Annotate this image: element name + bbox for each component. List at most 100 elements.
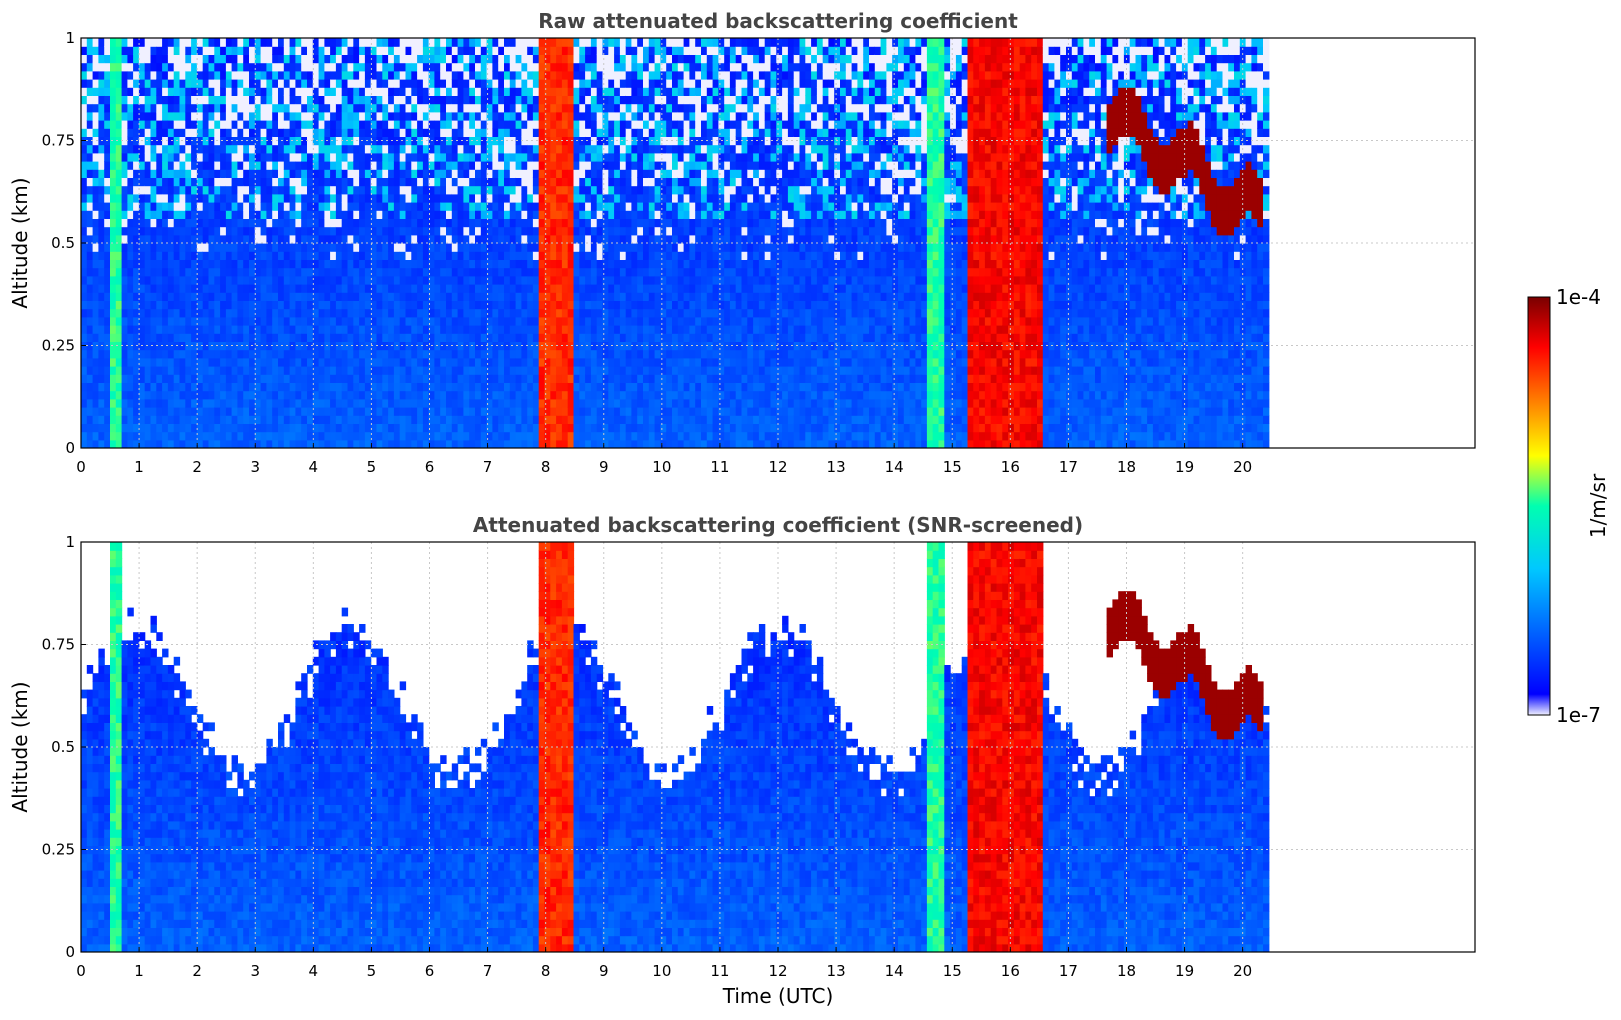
heatmap-cell	[127, 415, 134, 424]
heatmap-cell	[266, 300, 273, 310]
heatmap-cell	[463, 316, 470, 326]
heatmap-cell	[364, 218, 372, 228]
heatmap-cell	[167, 325, 175, 334]
heatmap-cell	[521, 325, 528, 334]
heatmap-cell	[347, 128, 354, 137]
heatmap-cell	[411, 46, 418, 55]
heatmap-cell	[399, 259, 407, 269]
heatmap-cell	[364, 341, 372, 351]
heatmap-cell	[498, 202, 505, 211]
heatmap-cell	[214, 38, 221, 47]
heatmap-cell	[382, 103, 389, 113]
heatmap-cell	[631, 251, 638, 260]
heatmap-cell	[243, 193, 250, 203]
heatmap-cell	[359, 46, 366, 55]
heatmap-cell	[220, 218, 227, 228]
heatmap-cell	[301, 70, 308, 80]
heatmap-cell	[376, 144, 383, 154]
heatmap-cell	[237, 407, 244, 416]
heatmap-cell	[376, 357, 383, 367]
heatmap-cell	[486, 103, 493, 113]
heatmap-cell	[301, 38, 308, 47]
heatmap-cell	[150, 407, 157, 416]
heatmap-cell	[619, 136, 627, 146]
heatmap-cell	[202, 193, 210, 203]
heatmap-cell	[127, 325, 134, 334]
heatmap-cell	[156, 210, 163, 219]
heatmap-cell	[579, 226, 586, 236]
heatmap-cell	[231, 308, 238, 318]
heatmap-cell	[307, 349, 314, 359]
heatmap-cell	[440, 390, 447, 400]
heatmap-cell	[208, 161, 215, 170]
heatmap-cell	[654, 308, 661, 318]
heatmap-cell	[150, 423, 157, 433]
heatmap-cell	[231, 415, 238, 424]
heatmap-cell	[86, 308, 94, 318]
heatmap-cell	[509, 234, 517, 244]
heatmap-cell	[318, 267, 325, 277]
heatmap-cell	[428, 308, 435, 318]
heatmap-cell	[527, 259, 534, 269]
heatmap-cell	[654, 300, 661, 310]
heatmap-cell	[214, 161, 221, 170]
heatmap-cell	[428, 357, 435, 367]
heatmap-cell	[527, 70, 534, 80]
heatmap-cell	[115, 357, 123, 367]
heatmap-cell	[376, 103, 383, 113]
heatmap-cell	[411, 193, 418, 203]
heatmap-cell	[335, 390, 343, 400]
heatmap-cell	[469, 185, 476, 195]
heatmap-cell	[254, 398, 262, 408]
heatmap-cell	[567, 382, 575, 392]
heatmap-cell	[138, 308, 146, 318]
heatmap-cell	[509, 423, 517, 433]
heatmap-cell	[220, 390, 227, 400]
heatmap-cell	[393, 234, 401, 244]
heatmap-cell	[341, 226, 349, 236]
heatmap-cell	[463, 267, 470, 277]
heatmap-cell	[631, 349, 638, 359]
heatmap-cell	[150, 316, 157, 326]
heatmap-cell	[475, 70, 482, 80]
heatmap-cell	[648, 111, 656, 121]
heatmap-cell	[509, 226, 517, 236]
heatmap-cell	[399, 87, 407, 96]
heatmap-cell	[110, 423, 117, 433]
heatmap-cell	[307, 275, 314, 285]
heatmap-cell	[359, 308, 366, 318]
heatmap-cell	[637, 390, 644, 400]
heatmap-cell	[162, 95, 169, 105]
heatmap-cell	[590, 267, 598, 277]
heatmap-cell	[440, 218, 447, 228]
heatmap-cell	[127, 398, 134, 408]
heatmap-cell	[249, 423, 256, 433]
heatmap-cell	[341, 161, 349, 170]
heatmap-cell	[208, 120, 215, 129]
heatmap-cell	[486, 95, 493, 105]
heatmap-cell	[92, 308, 99, 318]
heatmap-cell	[515, 325, 522, 334]
heatmap-cell	[480, 431, 488, 441]
heatmap-cell	[527, 292, 534, 301]
heatmap-cell	[324, 38, 331, 47]
heatmap-cell	[417, 275, 424, 285]
heatmap-cell	[138, 70, 146, 80]
heatmap-cell	[115, 95, 123, 105]
heatmap-cell	[504, 284, 511, 293]
heatmap-cell	[567, 79, 575, 88]
heatmap-cell	[330, 341, 337, 351]
heatmap-cell	[480, 111, 488, 121]
heatmap-cell	[115, 120, 123, 129]
heatmap-cell	[637, 382, 644, 392]
heatmap-cell	[492, 431, 499, 441]
heatmap-cell	[370, 382, 378, 392]
heatmap-cell	[399, 144, 407, 154]
heatmap-cell	[451, 251, 459, 260]
heatmap-cell	[272, 251, 279, 260]
heatmap-cell	[347, 46, 354, 55]
heatmap-cell	[521, 333, 528, 342]
heatmap-cell	[237, 300, 244, 310]
heatmap-cell	[98, 161, 105, 170]
heatmap-cell	[353, 415, 360, 424]
